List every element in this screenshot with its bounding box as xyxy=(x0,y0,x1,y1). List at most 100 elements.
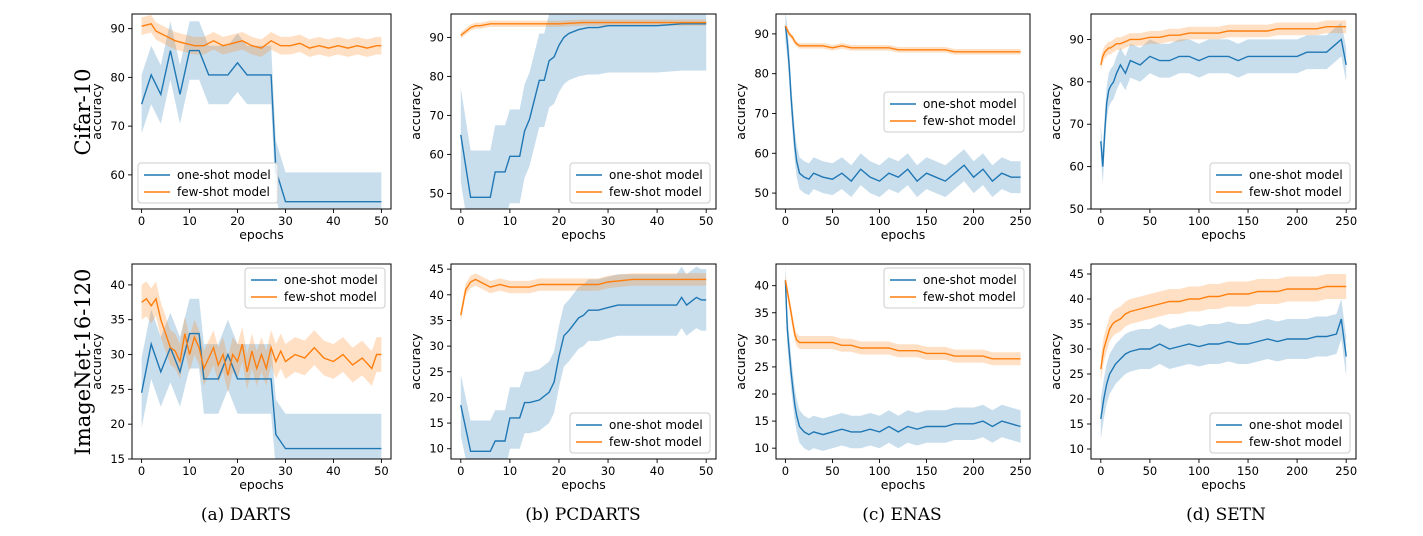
x-axis-label: epochs xyxy=(239,227,284,242)
legend: one-shot model few-shot model xyxy=(1209,412,1351,454)
x-tick-label: 40 xyxy=(650,214,665,228)
x-tick-label: 150 xyxy=(916,464,938,478)
y-tick-label: 45 xyxy=(429,262,444,276)
subplot-2: 0 50 100 150 200 250 50 60 70 80 90 epochs accuracy o… xyxy=(733,13,1032,242)
legend-box xyxy=(244,267,386,309)
legend: one-shot model few-shot model xyxy=(244,267,386,309)
legend-label-one-shot-model: one-shot model xyxy=(923,97,1017,111)
band-one-shot-model xyxy=(785,14,1021,198)
x-tick-label: 30 xyxy=(278,464,293,478)
row-label-imagenet: ImageNet-16-120 xyxy=(71,269,95,456)
x-axis-label: epochs xyxy=(1201,227,1246,242)
y-tick-label: 10 xyxy=(429,442,444,456)
caption-setn: (d) SETN xyxy=(1186,505,1266,525)
y-tick-label: 80 xyxy=(110,70,125,84)
x-tick-label: 20 xyxy=(230,464,245,478)
legend-label-few-shot-model: few-shot model xyxy=(609,435,702,449)
line-one-shot-model xyxy=(140,332,382,450)
legend-box xyxy=(569,162,711,204)
caption-darts: (a) DARTS xyxy=(201,505,291,525)
subplot-7: 0 50 100 150 200 250 10 15 20 25 30 35 40 45 epochs acc… xyxy=(1048,263,1357,492)
band-few-shot-model xyxy=(1100,274,1347,382)
band-one-shot-model xyxy=(460,14,707,209)
subplot-1: 0 10 20 30 40 50 50 60 70 80 90 epochs accuracy one-s… xyxy=(408,13,717,242)
x-tick-label: 0 xyxy=(138,464,145,478)
y-tick-label: 50 xyxy=(754,186,769,200)
x-tick-label: 50 xyxy=(374,464,389,478)
y-tick-label: 60 xyxy=(429,147,444,161)
y-tick-label: 45 xyxy=(1069,267,1084,281)
x-tick-label: 200 xyxy=(963,464,985,478)
x-tick-label: 250 xyxy=(1335,464,1357,478)
y-tick-label: 70 xyxy=(110,119,125,133)
x-tick-label: 30 xyxy=(601,214,616,228)
line-few-shot-model xyxy=(460,278,707,316)
legend-label-one-shot-model: one-shot model xyxy=(1249,168,1343,182)
y-tick-label: 90 xyxy=(429,30,444,44)
band-one-shot-model xyxy=(1100,299,1347,439)
x-tick-label: 10 xyxy=(182,214,197,228)
y-tick-label: 35 xyxy=(1069,317,1084,331)
x-tick-label: 40 xyxy=(326,214,341,228)
y-tick-label: 15 xyxy=(110,452,125,466)
axes-frame xyxy=(450,13,717,210)
band-few-shot-model xyxy=(141,15,382,57)
line-few-shot-model xyxy=(460,21,707,36)
y-axis-label: accuracy xyxy=(1048,333,1063,390)
axes-frame xyxy=(450,263,717,460)
subplot-0: 0 10 20 30 40 50 60 70 80 90 epochs accuracy one-sho… xyxy=(89,13,392,242)
y-tick-label: 40 xyxy=(429,288,444,302)
line-one-shot-model xyxy=(460,296,707,452)
x-tick-label: 200 xyxy=(963,214,985,228)
legend-label-few-shot-model: few-shot model xyxy=(923,114,1016,128)
line-few-shot-model xyxy=(784,25,1021,53)
x-axis-label: epochs xyxy=(561,227,606,242)
subplot-5: 0 10 20 30 40 50 10 15 20 25 30 35 40 45 epochs accurac… xyxy=(408,262,717,492)
x-tick-label: 20 xyxy=(552,464,567,478)
y-tick-label: 35 xyxy=(754,306,769,320)
legend: one-shot model few-shot model xyxy=(569,162,711,204)
legend: one-shot model few-shot model xyxy=(137,162,279,204)
y-axis-label: accuracy xyxy=(408,333,423,390)
legend-box xyxy=(883,91,1025,133)
y-tick-label: 25 xyxy=(1069,367,1084,381)
y-tick-label: 40 xyxy=(110,278,125,292)
line-few-shot-model xyxy=(141,297,382,376)
y-axis-label: accuracy xyxy=(733,83,748,140)
legend-label-one-shot-model: one-shot model xyxy=(177,168,271,182)
x-tick-label: 100 xyxy=(1188,464,1210,478)
x-tick-label: 200 xyxy=(1286,464,1308,478)
axes-frame xyxy=(131,263,392,460)
legend-label-few-shot-model: few-shot model xyxy=(923,290,1016,304)
y-tick-label: 30 xyxy=(429,339,444,353)
y-tick-label: 90 xyxy=(1069,32,1084,46)
y-tick-label: 70 xyxy=(754,106,769,120)
plot-area-3 xyxy=(1100,20,1347,184)
line-one-shot-model xyxy=(140,49,382,203)
y-tick-label: 70 xyxy=(429,108,444,122)
subplot-grid: 0 10 20 30 40 50 60 70 80 90 epochs accuracy one-sho… xyxy=(89,13,1357,492)
x-tick-label: 10 xyxy=(182,464,197,478)
x-tick-label: 0 xyxy=(1097,464,1104,478)
band-few-shot-model xyxy=(785,273,1021,366)
x-tick-label: 0 xyxy=(782,214,789,228)
y-tick-label: 30 xyxy=(110,348,125,362)
x-tick-label: 250 xyxy=(1010,214,1032,228)
y-axis-label: accuracy xyxy=(1048,83,1063,140)
x-tick-label: 150 xyxy=(1237,464,1259,478)
subplot-3: 0 50 100 150 200 250 50 60 70 80 90 epochs accuracy o… xyxy=(1048,13,1357,242)
band-few-shot-model xyxy=(1100,20,1347,72)
y-tick-label: 80 xyxy=(1069,75,1084,89)
legend: one-shot model few-shot model xyxy=(883,267,1025,309)
axes-frame xyxy=(775,263,1031,460)
line-one-shot-model xyxy=(460,23,707,199)
x-tick-label: 50 xyxy=(374,214,389,228)
axes-frame xyxy=(1090,13,1357,210)
y-tick-label: 20 xyxy=(429,390,444,404)
plot-area-4 xyxy=(140,281,382,459)
x-axis-label: epochs xyxy=(881,227,926,242)
legend-label-few-shot-model: few-shot model xyxy=(177,185,270,199)
y-tick-label: 40 xyxy=(754,279,769,293)
legend-label-one-shot-model: one-shot model xyxy=(923,273,1017,287)
